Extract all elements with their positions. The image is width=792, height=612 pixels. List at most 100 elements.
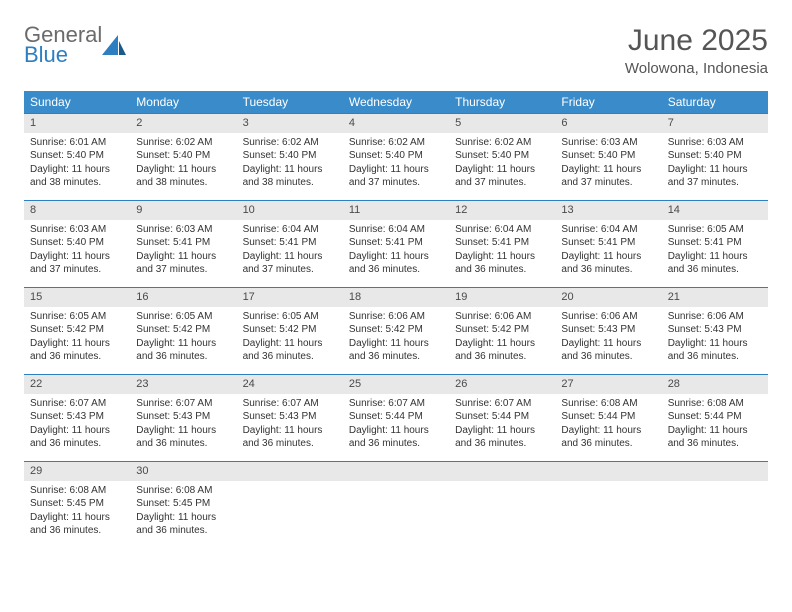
sunset-text: Sunset: 5:43 PM bbox=[243, 410, 337, 424]
sunrise-text: Sunrise: 6:08 AM bbox=[668, 397, 762, 411]
day-details: Sunrise: 6:03 AMSunset: 5:40 PMDaylight:… bbox=[24, 220, 130, 283]
day-details: Sunrise: 6:07 AMSunset: 5:43 PMDaylight:… bbox=[237, 394, 343, 457]
daylight-text: Daylight: 11 hours and 36 minutes. bbox=[561, 250, 655, 277]
day-cell: 20Sunrise: 6:06 AMSunset: 5:43 PMDayligh… bbox=[555, 288, 661, 374]
sunset-text: Sunset: 5:41 PM bbox=[561, 236, 655, 250]
sunset-text: Sunset: 5:41 PM bbox=[136, 236, 230, 250]
day-number: 3 bbox=[237, 114, 343, 133]
sunset-text: Sunset: 5:43 PM bbox=[561, 323, 655, 337]
sunrise-text: Sunrise: 6:07 AM bbox=[349, 397, 443, 411]
daylight-text: Daylight: 11 hours and 37 minutes. bbox=[349, 163, 443, 190]
sunset-text: Sunset: 5:41 PM bbox=[243, 236, 337, 250]
day-cell: 28Sunrise: 6:08 AMSunset: 5:44 PMDayligh… bbox=[662, 375, 768, 461]
daylight-text: Daylight: 11 hours and 37 minutes. bbox=[136, 250, 230, 277]
weekday-header: Thursday bbox=[449, 91, 555, 113]
day-cell: 13Sunrise: 6:04 AMSunset: 5:41 PMDayligh… bbox=[555, 201, 661, 287]
weekday-header: Tuesday bbox=[237, 91, 343, 113]
sunrise-text: Sunrise: 6:04 AM bbox=[243, 223, 337, 237]
day-number: 19 bbox=[449, 288, 555, 307]
sunset-text: Sunset: 5:42 PM bbox=[243, 323, 337, 337]
sunrise-text: Sunrise: 6:02 AM bbox=[349, 136, 443, 150]
logo: General Blue bbox=[24, 24, 128, 66]
day-cell: 18Sunrise: 6:06 AMSunset: 5:42 PMDayligh… bbox=[343, 288, 449, 374]
day-details: Sunrise: 6:07 AMSunset: 5:44 PMDaylight:… bbox=[449, 394, 555, 457]
sunrise-text: Sunrise: 6:03 AM bbox=[668, 136, 762, 150]
day-number: 18 bbox=[343, 288, 449, 307]
day-cell: 19Sunrise: 6:06 AMSunset: 5:42 PMDayligh… bbox=[449, 288, 555, 374]
sunrise-text: Sunrise: 6:04 AM bbox=[455, 223, 549, 237]
day-number bbox=[237, 462, 343, 481]
day-cell: 21Sunrise: 6:06 AMSunset: 5:43 PMDayligh… bbox=[662, 288, 768, 374]
sunrise-text: Sunrise: 6:06 AM bbox=[561, 310, 655, 324]
sunset-text: Sunset: 5:40 PM bbox=[30, 236, 124, 250]
daylight-text: Daylight: 11 hours and 37 minutes. bbox=[668, 163, 762, 190]
sunset-text: Sunset: 5:42 PM bbox=[30, 323, 124, 337]
day-number: 6 bbox=[555, 114, 661, 133]
day-cell bbox=[555, 462, 661, 548]
day-number: 17 bbox=[237, 288, 343, 307]
daylight-text: Daylight: 11 hours and 36 minutes. bbox=[668, 337, 762, 364]
sunset-text: Sunset: 5:45 PM bbox=[136, 497, 230, 511]
sunset-text: Sunset: 5:42 PM bbox=[349, 323, 443, 337]
day-number: 1 bbox=[24, 114, 130, 133]
day-number: 14 bbox=[662, 201, 768, 220]
sunrise-text: Sunrise: 6:07 AM bbox=[30, 397, 124, 411]
day-number: 25 bbox=[343, 375, 449, 394]
day-details: Sunrise: 6:02 AMSunset: 5:40 PMDaylight:… bbox=[449, 133, 555, 196]
day-number: 21 bbox=[662, 288, 768, 307]
day-cell: 1Sunrise: 6:01 AMSunset: 5:40 PMDaylight… bbox=[24, 114, 130, 200]
day-cell: 24Sunrise: 6:07 AMSunset: 5:43 PMDayligh… bbox=[237, 375, 343, 461]
day-cell: 9Sunrise: 6:03 AMSunset: 5:41 PMDaylight… bbox=[130, 201, 236, 287]
day-cell: 14Sunrise: 6:05 AMSunset: 5:41 PMDayligh… bbox=[662, 201, 768, 287]
title-block: June 2025 Wolowona, Indonesia bbox=[625, 24, 768, 77]
sunrise-text: Sunrise: 6:06 AM bbox=[349, 310, 443, 324]
daylight-text: Daylight: 11 hours and 36 minutes. bbox=[136, 511, 230, 538]
day-number: 28 bbox=[662, 375, 768, 394]
day-details: Sunrise: 6:06 AMSunset: 5:42 PMDaylight:… bbox=[449, 307, 555, 370]
sunset-text: Sunset: 5:40 PM bbox=[668, 149, 762, 163]
sunrise-text: Sunrise: 6:05 AM bbox=[243, 310, 337, 324]
daylight-text: Daylight: 11 hours and 36 minutes. bbox=[455, 424, 549, 451]
sunrise-text: Sunrise: 6:07 AM bbox=[455, 397, 549, 411]
week-row: 1Sunrise: 6:01 AMSunset: 5:40 PMDaylight… bbox=[24, 113, 768, 200]
day-number bbox=[555, 462, 661, 481]
daylight-text: Daylight: 11 hours and 36 minutes. bbox=[243, 424, 337, 451]
day-cell bbox=[662, 462, 768, 548]
week-row: 15Sunrise: 6:05 AMSunset: 5:42 PMDayligh… bbox=[24, 287, 768, 374]
sunrise-text: Sunrise: 6:03 AM bbox=[30, 223, 124, 237]
day-details: Sunrise: 6:05 AMSunset: 5:41 PMDaylight:… bbox=[662, 220, 768, 283]
day-details: Sunrise: 6:05 AMSunset: 5:42 PMDaylight:… bbox=[130, 307, 236, 370]
day-number: 27 bbox=[555, 375, 661, 394]
day-number: 8 bbox=[24, 201, 130, 220]
location-label: Wolowona, Indonesia bbox=[625, 60, 768, 77]
sunrise-text: Sunrise: 6:08 AM bbox=[136, 484, 230, 498]
day-details: Sunrise: 6:05 AMSunset: 5:42 PMDaylight:… bbox=[237, 307, 343, 370]
daylight-text: Daylight: 11 hours and 38 minutes. bbox=[136, 163, 230, 190]
sunrise-text: Sunrise: 6:05 AM bbox=[30, 310, 124, 324]
daylight-text: Daylight: 11 hours and 37 minutes. bbox=[561, 163, 655, 190]
day-details: Sunrise: 6:04 AMSunset: 5:41 PMDaylight:… bbox=[237, 220, 343, 283]
daylight-text: Daylight: 11 hours and 36 minutes. bbox=[136, 337, 230, 364]
weekday-header: Saturday bbox=[662, 91, 768, 113]
day-cell: 5Sunrise: 6:02 AMSunset: 5:40 PMDaylight… bbox=[449, 114, 555, 200]
day-cell: 16Sunrise: 6:05 AMSunset: 5:42 PMDayligh… bbox=[130, 288, 236, 374]
day-details: Sunrise: 6:02 AMSunset: 5:40 PMDaylight:… bbox=[343, 133, 449, 196]
sunset-text: Sunset: 5:40 PM bbox=[30, 149, 124, 163]
day-cell: 26Sunrise: 6:07 AMSunset: 5:44 PMDayligh… bbox=[449, 375, 555, 461]
page-header: General Blue June 2025 Wolowona, Indones… bbox=[24, 24, 768, 77]
sunset-text: Sunset: 5:42 PM bbox=[136, 323, 230, 337]
daylight-text: Daylight: 11 hours and 36 minutes. bbox=[455, 337, 549, 364]
daylight-text: Daylight: 11 hours and 36 minutes. bbox=[455, 250, 549, 277]
weekday-header: Wednesday bbox=[343, 91, 449, 113]
sunset-text: Sunset: 5:45 PM bbox=[30, 497, 124, 511]
logo-line2: Blue bbox=[24, 44, 102, 66]
sunrise-text: Sunrise: 6:01 AM bbox=[30, 136, 124, 150]
weekday-header: Monday bbox=[130, 91, 236, 113]
day-cell: 6Sunrise: 6:03 AMSunset: 5:40 PMDaylight… bbox=[555, 114, 661, 200]
day-number: 9 bbox=[130, 201, 236, 220]
sunrise-text: Sunrise: 6:02 AM bbox=[455, 136, 549, 150]
day-details: Sunrise: 6:02 AMSunset: 5:40 PMDaylight:… bbox=[237, 133, 343, 196]
day-number: 7 bbox=[662, 114, 768, 133]
sunrise-text: Sunrise: 6:06 AM bbox=[668, 310, 762, 324]
sunrise-text: Sunrise: 6:02 AM bbox=[243, 136, 337, 150]
